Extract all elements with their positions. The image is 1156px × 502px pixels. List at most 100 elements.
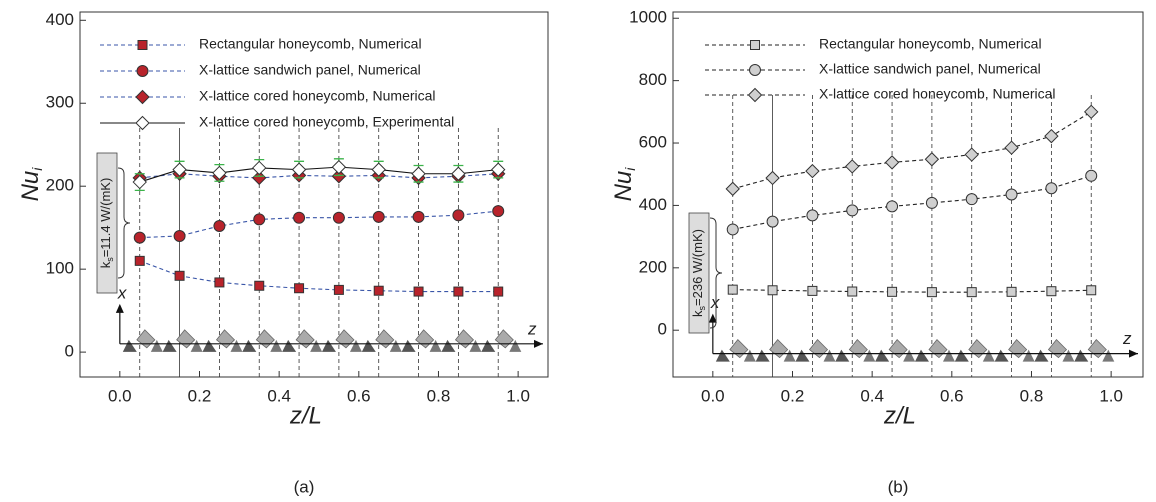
lattice-cell [1074, 349, 1089, 362]
marker [926, 287, 937, 298]
lattice-cell [122, 339, 137, 352]
marker [254, 280, 265, 291]
marker [371, 162, 386, 177]
marker [964, 147, 979, 162]
marker [727, 284, 738, 295]
annotation-box [688, 212, 710, 334]
arrow-head [534, 339, 543, 348]
annotation-sub: s [697, 305, 707, 310]
lattice-cell [982, 349, 995, 362]
annotation: ks=11.4 W/(mK) [96, 152, 118, 294]
marker [213, 220, 226, 233]
lattice-cell [310, 339, 323, 352]
x-tick-label: 0.6 [347, 386, 371, 405]
marker [491, 162, 506, 177]
marker [452, 209, 465, 222]
marker [1044, 128, 1059, 144]
marker [413, 286, 424, 297]
marker [331, 159, 347, 175]
lattice-cell [823, 349, 836, 362]
series-line [139, 260, 499, 293]
marker [453, 286, 464, 297]
marker [884, 155, 900, 170]
marker [373, 285, 384, 296]
y-label-main: Nu [17, 171, 44, 202]
marker [333, 284, 344, 295]
lattice-cell [1062, 349, 1075, 362]
inset-label: x [117, 283, 127, 302]
lattice-cell [783, 349, 796, 362]
marker [293, 211, 306, 224]
legend-marker [747, 87, 763, 103]
marker [1045, 182, 1058, 195]
series-line [139, 173, 499, 179]
inset-label: x [710, 293, 720, 312]
marker [1004, 140, 1019, 155]
y-label-main: Nu [610, 171, 637, 202]
y-tick-label: 100 [46, 259, 74, 278]
y-tick-label: 0 [658, 320, 667, 339]
marker [847, 286, 858, 297]
x-axis-label: z/L [883, 402, 916, 429]
marker [132, 174, 147, 190]
lattice-cell [795, 349, 810, 362]
legend-label: X-lattice cored honeycomb, Numerical [199, 88, 436, 104]
lattice-cell [835, 349, 850, 362]
lattice-cell [242, 339, 257, 352]
y-tick-label: 400 [46, 10, 74, 29]
series-line [139, 210, 499, 239]
y-tick-label: 0 [65, 342, 74, 361]
marker [252, 160, 267, 176]
inset-label: z [527, 319, 537, 338]
lattice-cell [1102, 349, 1115, 362]
lattice-cell [282, 339, 297, 352]
x-tick-label: 0.8 [427, 386, 451, 405]
lattice-cell [954, 349, 969, 362]
series-line [732, 175, 1092, 230]
lattice-cell [429, 339, 442, 352]
x-tick-label: 0.0 [701, 386, 725, 405]
series-line [732, 111, 1092, 190]
legend-label: X-lattice sandwich panel, Numerical [199, 62, 421, 78]
marker [1084, 104, 1099, 120]
x-tick-label: 0.8 [1020, 386, 1044, 405]
lattice-cell [401, 339, 416, 352]
annotation-text: ks=11.4 W/(mK) [98, 178, 115, 269]
plot-frame [79, 11, 549, 378]
series-line [139, 166, 499, 183]
marker [805, 163, 820, 179]
marker [887, 286, 898, 297]
lattice-cell [481, 339, 496, 352]
marker [726, 223, 739, 236]
lattice-cell [914, 349, 929, 362]
legend-label: X-lattice cored honeycomb, Experimental [199, 114, 454, 130]
marker [173, 229, 186, 242]
y-tick-label: 300 [46, 93, 74, 112]
y-label-sub: i [622, 167, 638, 171]
series-line [732, 289, 1092, 293]
marker [174, 270, 185, 281]
annotation-text: ks=236 W/(mK) [690, 229, 707, 317]
x-tick-label: 0.2 [188, 386, 212, 405]
marker [331, 169, 347, 184]
y-tick-label: 1000 [629, 8, 667, 27]
marker [925, 196, 938, 209]
annotation: ks=236 W/(mK) [688, 212, 710, 334]
marker [1006, 286, 1017, 297]
marker [1085, 169, 1098, 182]
lattice-cell [743, 349, 756, 362]
lattice-cell [230, 339, 243, 352]
annotation-rest: =11.4 W/(mK) [98, 178, 113, 258]
marker [212, 165, 227, 181]
x-tick-label: 1.0 [1099, 386, 1123, 405]
x-tick-label: 1.0 [506, 386, 530, 405]
legend-label: Rectangular honeycomb, Numerical [819, 36, 1042, 52]
legend-marker [135, 115, 150, 131]
annotation-box [96, 152, 118, 294]
marker [172, 162, 187, 177]
lattice-cell [190, 339, 203, 352]
marker [965, 193, 978, 206]
panel-label: (a) [294, 477, 315, 496]
arrow-head [708, 313, 717, 323]
